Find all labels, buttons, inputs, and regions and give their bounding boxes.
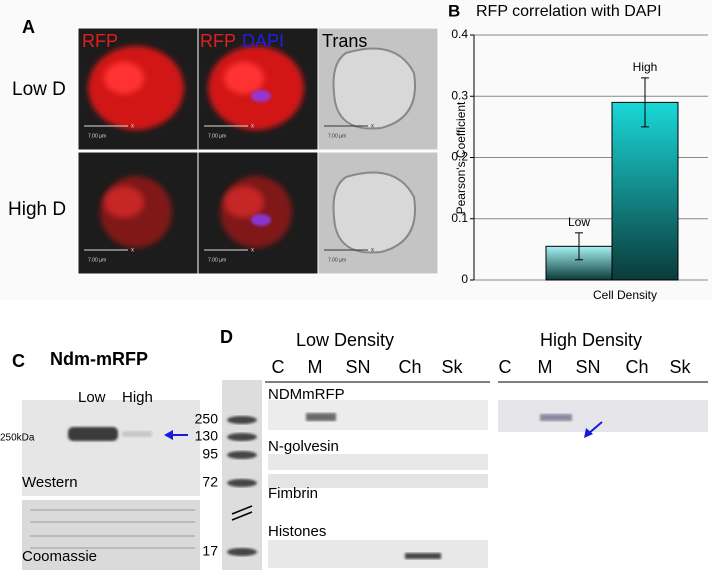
protein-label: Fimbrin <box>268 485 318 502</box>
ladder-label: 130 <box>195 428 219 444</box>
blot-strip <box>268 400 488 430</box>
scale-mark: x <box>371 248 374 254</box>
y-tick-label: 0.3 <box>451 88 468 102</box>
channel-label: RFP <box>82 31 118 51</box>
lane-label: Sk <box>669 357 691 377</box>
cell-signal <box>104 62 144 94</box>
lane-label: Ch <box>398 357 421 377</box>
break-mark <box>231 511 253 521</box>
break-mark <box>231 505 253 515</box>
row-label: High D <box>8 199 66 220</box>
ladder-label: 95 <box>202 446 218 462</box>
y-tick-label: 0.4 <box>451 27 468 41</box>
chart-title: RFP correlation with DAPI <box>476 3 662 20</box>
blot-label: Western <box>22 474 78 491</box>
lane-label: C <box>272 357 285 377</box>
chart: 0 0.1 0.2 0.3 0.4 Pearson's Coefficient Cell D… <box>451 27 708 302</box>
category-label: Low <box>568 215 590 229</box>
scale-mark: x <box>251 248 254 254</box>
scale-mark: x <box>131 248 134 254</box>
blot-strip <box>268 540 488 568</box>
group-label: High Density <box>540 330 642 350</box>
scale-label: 7.00 µm <box>208 133 226 139</box>
group-label: Low Density <box>296 330 394 350</box>
lane-label: SN <box>575 357 600 377</box>
band <box>405 553 441 559</box>
channel-label: Trans <box>322 31 367 51</box>
ladder-label: 72 <box>202 474 218 490</box>
category-label: High <box>633 60 658 74</box>
ladder-band <box>227 451 257 459</box>
scale-label: 7.00 µm <box>208 257 226 263</box>
panel-label: D <box>220 327 233 347</box>
band <box>122 431 152 437</box>
cell-outline <box>332 47 416 130</box>
channel-label: DAPI <box>242 31 284 51</box>
blot-label: Coomassie <box>22 548 97 565</box>
y-tick-label: 0.1 <box>451 211 468 225</box>
bar <box>611 101 679 281</box>
panel-label: A <box>22 17 35 37</box>
cell-outline <box>332 171 416 254</box>
blot-strip <box>268 474 488 488</box>
lane-label: High <box>122 389 153 406</box>
scale-label: 7.00 µm <box>88 133 106 139</box>
lane-label: Ch <box>625 357 648 377</box>
scale-label: 7.00 µm <box>328 257 346 263</box>
scale-mark: x <box>371 124 374 130</box>
lane-label: M <box>538 357 553 377</box>
cell-signal <box>104 186 144 218</box>
y-tick-label: 0 <box>461 272 468 286</box>
panel-a: x 7.00 µm x 7.00 µm x 7.00 µm x 7.00 µm x 7.00 µm… <box>8 27 439 275</box>
blot-strip <box>268 454 488 470</box>
ladder-band <box>227 416 257 424</box>
western-blot <box>22 400 200 496</box>
arrow-head <box>164 430 173 440</box>
lane-label: Sk <box>441 357 463 377</box>
band <box>306 413 336 421</box>
ladder-band <box>227 433 257 441</box>
x-axis-label: Cell Density <box>593 288 657 302</box>
scale-label: 7.00 µm <box>88 257 106 263</box>
y-axis-label: Pearson's Coefficient <box>454 101 468 214</box>
arrow-head <box>584 428 593 438</box>
nucleus <box>251 90 271 102</box>
scale-mark: x <box>251 124 254 130</box>
ladder-band <box>227 548 257 556</box>
scale-mark: x <box>131 124 134 130</box>
cell-signal <box>224 186 264 218</box>
protein-label: N-golvesin <box>268 438 339 455</box>
coomassie-bands <box>30 509 195 549</box>
lane-label: C <box>499 357 512 377</box>
ladder-label: 250 <box>195 411 219 427</box>
channel-label: RFP <box>200 31 236 51</box>
lane-label: M <box>308 357 323 377</box>
y-tick-label: 0.2 <box>451 150 468 164</box>
panel-title: Ndm-mRFP <box>50 349 148 369</box>
protein-label: NDMmRFP <box>268 386 345 403</box>
nucleus <box>251 214 271 226</box>
lane-label: SN <box>345 357 370 377</box>
marker-label: 250kDa <box>0 433 35 444</box>
band <box>540 414 572 421</box>
protein-label: Histones <box>268 523 326 540</box>
ladder <box>222 380 262 570</box>
ladder-band <box>227 479 257 487</box>
panel-label: C <box>12 351 25 371</box>
scale-label: 7.00 µm <box>328 133 346 139</box>
band <box>68 427 118 441</box>
row-label: Low D <box>12 79 66 100</box>
lane-label: Low <box>78 389 106 406</box>
ladder-label: 17 <box>202 543 218 559</box>
blot-strip <box>498 400 708 432</box>
panel-label: B <box>448 1 460 20</box>
cell-signal <box>224 62 264 94</box>
